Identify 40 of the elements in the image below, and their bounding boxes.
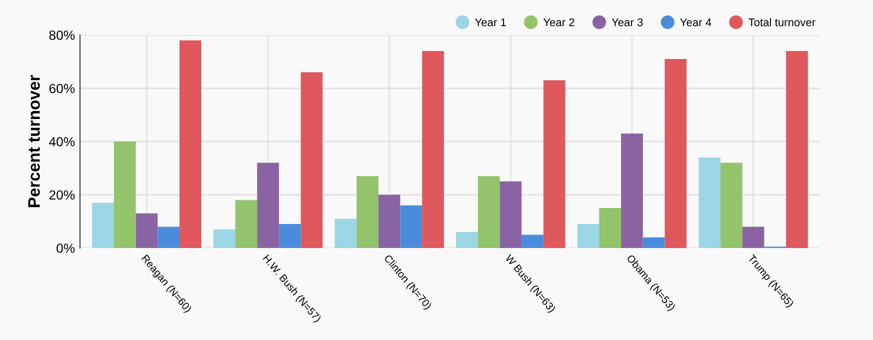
bar	[136, 213, 158, 248]
legend-label: Year 3	[612, 18, 643, 26]
bar	[334, 218, 357, 248]
y-tick-label: 0%	[56, 244, 75, 253]
bar	[698, 157, 721, 248]
bar	[114, 142, 136, 248]
bar	[456, 232, 478, 248]
bar	[356, 176, 378, 248]
legend-label: Year 2	[543, 18, 574, 26]
bar	[786, 50, 808, 248]
bar	[664, 58, 687, 248]
bar	[720, 162, 742, 248]
bar	[599, 208, 622, 248]
bar	[300, 72, 323, 248]
y-tick-label: 40%	[49, 137, 75, 146]
legend-label: Year 1	[474, 18, 506, 26]
bar	[400, 205, 422, 248]
bar	[179, 40, 202, 248]
y-tick-label: 80%	[49, 30, 75, 40]
bar	[158, 226, 180, 248]
bar	[577, 224, 600, 248]
bar	[278, 224, 301, 248]
y-tick-label: 60%	[49, 84, 75, 94]
y-axis-title: Percent turnover	[28, 75, 40, 208]
bar	[522, 234, 544, 248]
bar	[213, 229, 236, 248]
bar	[257, 162, 279, 248]
bar	[92, 202, 114, 248]
bar	[422, 50, 444, 248]
bar	[642, 237, 665, 248]
bar	[543, 80, 566, 248]
bar	[478, 176, 500, 248]
legend-label: Total turnover	[748, 18, 816, 26]
bar	[500, 181, 522, 248]
bar	[742, 226, 764, 248]
legend-label: Year 4	[680, 18, 712, 26]
bar	[621, 134, 643, 248]
bar	[235, 200, 258, 248]
bar	[378, 194, 400, 248]
y-tick-label: 20%	[49, 190, 75, 200]
